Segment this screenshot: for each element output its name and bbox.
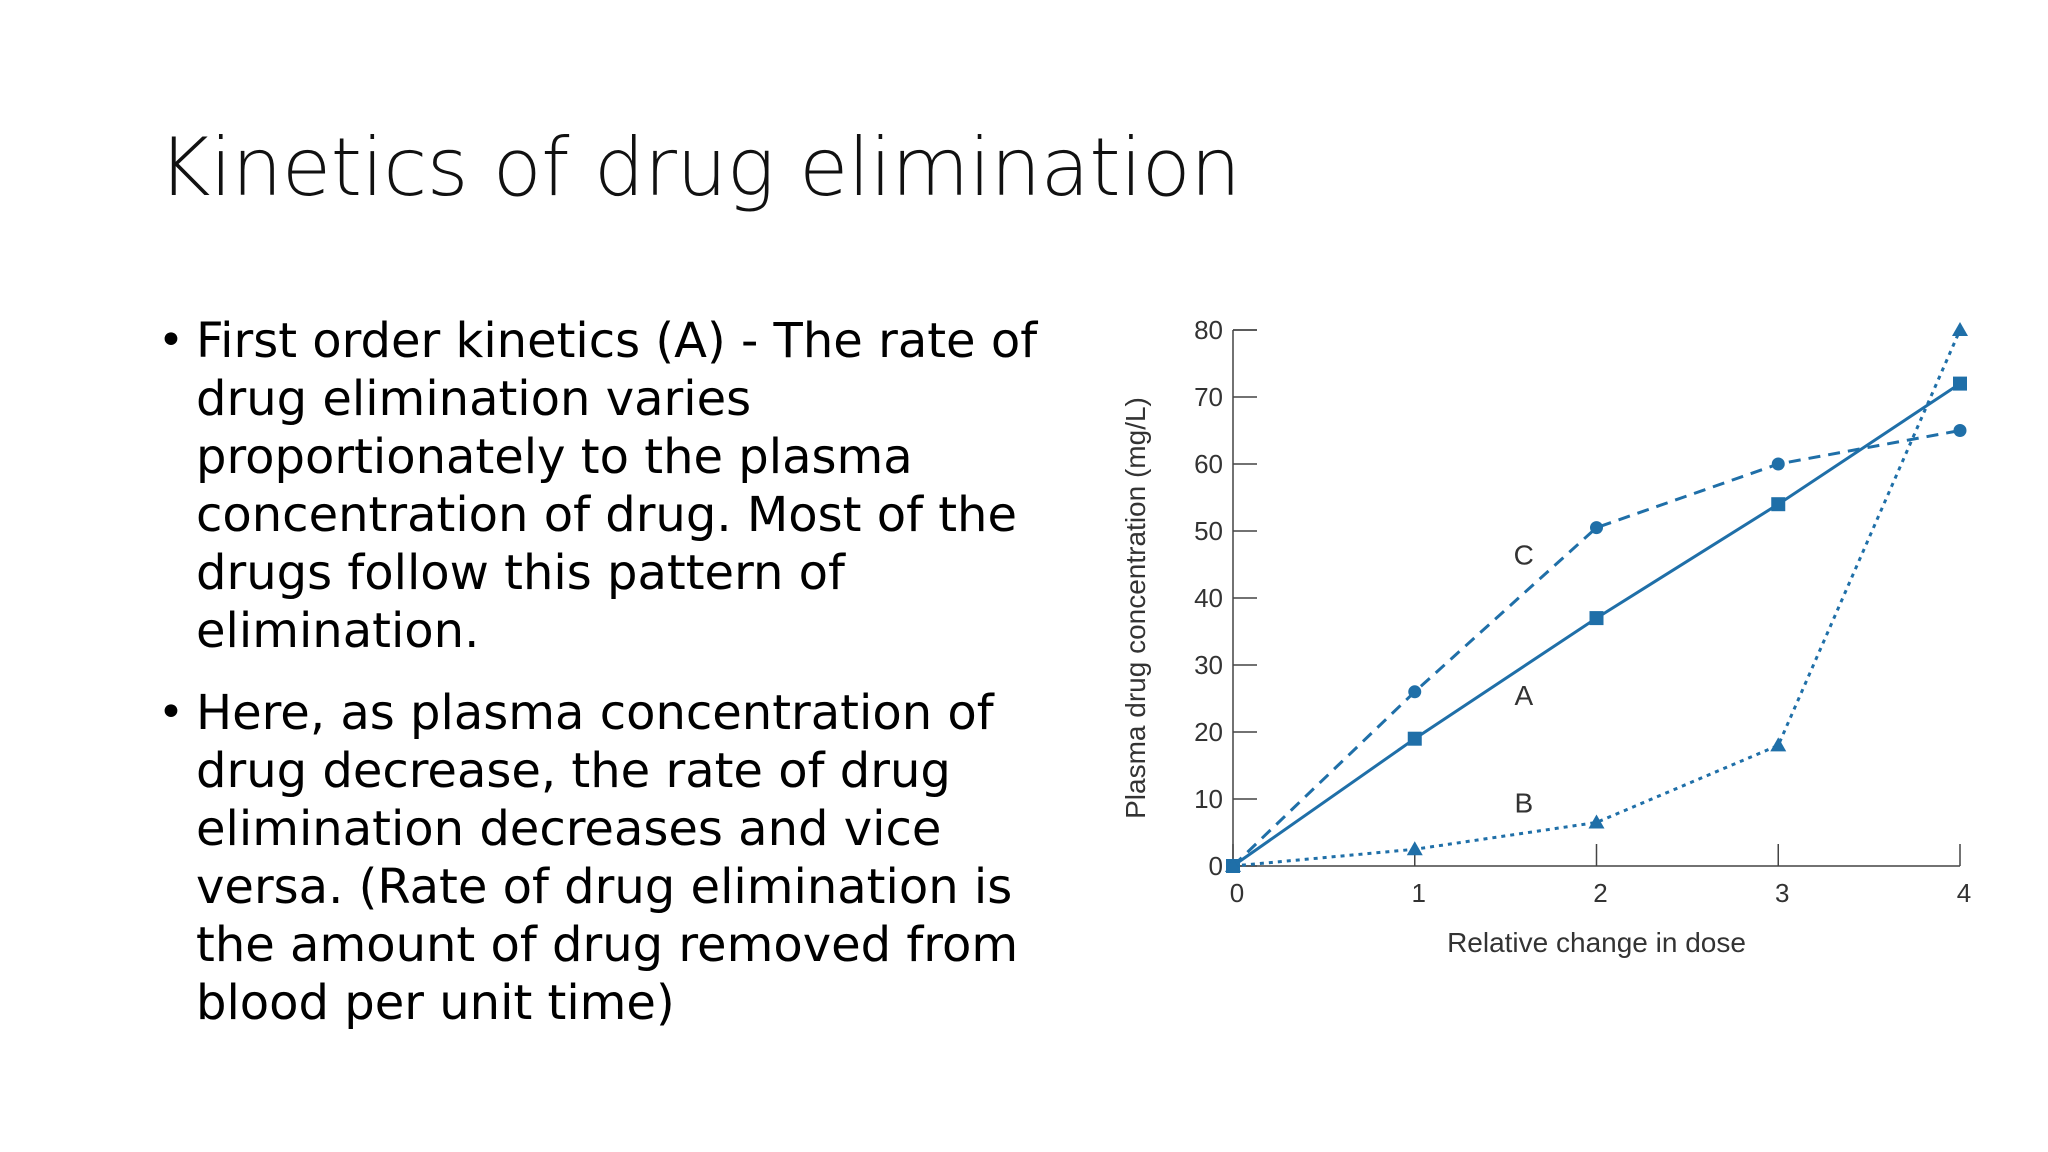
point-b [1952, 322, 1968, 336]
series-line-b [1232, 329, 1962, 868]
x-tick-label: 0 [1230, 878, 1244, 908]
point-c [1408, 685, 1422, 699]
point-a [1771, 497, 1786, 512]
x-tick-label: 2 [1593, 878, 1607, 908]
point-c [1590, 521, 1603, 535]
y-tick-label: 40 [1194, 583, 1223, 613]
series-label-a: A [1514, 680, 1533, 711]
x-tick-label: 4 [1957, 878, 1971, 908]
point-b [1588, 814, 1605, 829]
y-tick-label: 60 [1194, 449, 1223, 479]
point-a [1589, 611, 1604, 626]
y-tick-label: 20 [1194, 717, 1223, 747]
series-line-c [1231, 429, 1961, 868]
series-label-c: C [1514, 540, 1534, 571]
y-tick-label: 80 [1194, 315, 1223, 345]
x-tick-label: 3 [1775, 878, 1789, 908]
bullet-text: First order kinetics (A) - The rate of d… [196, 313, 1038, 659]
point-b [1225, 858, 1241, 872]
y-tick-label: 50 [1194, 516, 1223, 546]
series-label-b: B [1514, 787, 1533, 818]
y-tick-label: 30 [1194, 650, 1223, 680]
y-tick-label: 10 [1194, 784, 1223, 814]
bullet-dot: • [158, 315, 184, 366]
x-tick-label: 1 [1412, 878, 1426, 908]
point-c [1771, 457, 1785, 471]
point-a [1407, 731, 1422, 746]
bullet-text: Here, as plasma concentration of drug de… [196, 685, 1019, 1031]
y-tick-label: 70 [1194, 382, 1223, 412]
bullet-item: • First order kinetics (A) - The rate of… [158, 312, 1058, 660]
slide-title: Kinetics of drug elimination [158, 121, 1241, 214]
bullet-list: • First order kinetics (A) - The rate of… [158, 312, 1058, 1056]
y-tick-label: 0 [1209, 851, 1223, 881]
elimination-chart: 0 10 20 30 40 50 60 70 80 0 1 2 3 4 Relative change in… [1120, 315, 1971, 958]
point-a [1953, 376, 1967, 391]
bullet-dot: • [158, 687, 184, 738]
y-axis-label: Plasma drug concentration (mg/L) [1120, 397, 1151, 819]
point-b [1406, 841, 1423, 856]
point-b [1770, 737, 1787, 752]
point-c [1953, 424, 1967, 437]
bullet-item: • Here, as plasma concentration of drug … [158, 684, 1058, 1032]
x-axis-label: Relative change in dose [1447, 927, 1746, 958]
